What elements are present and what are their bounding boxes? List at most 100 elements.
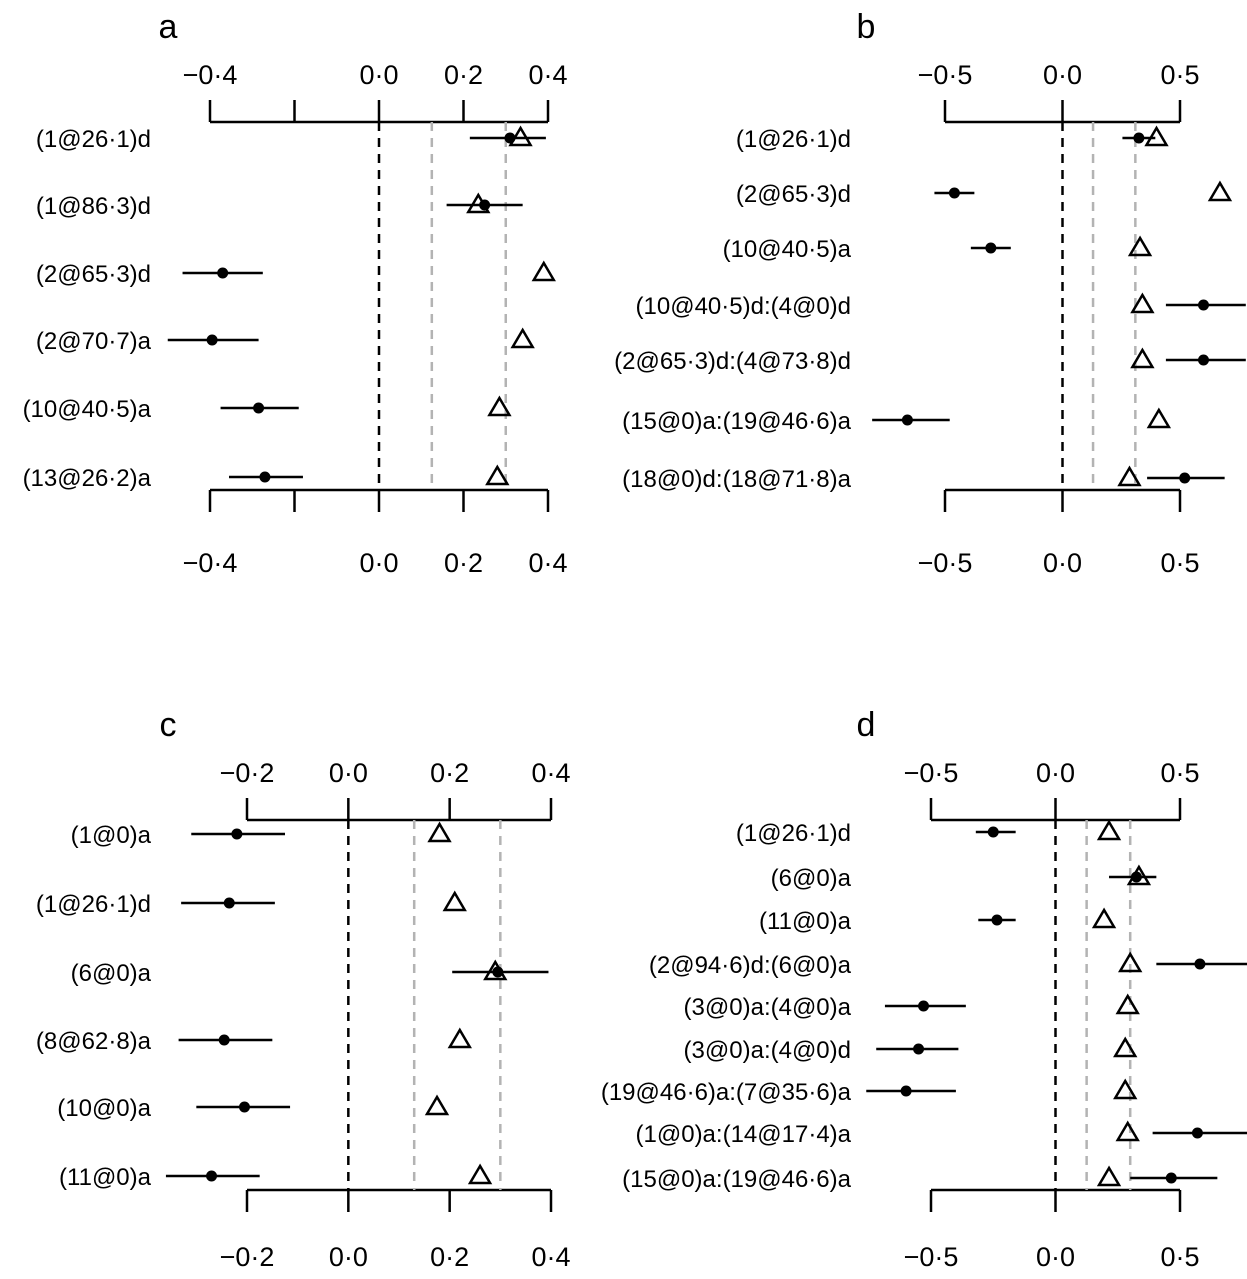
triangle-marker bbox=[1096, 1165, 1122, 1187]
row-label: (1@26·1)d bbox=[36, 891, 151, 918]
point-estimate bbox=[948, 187, 960, 199]
row-label: (2@65·3)d:(4@73·8)d bbox=[614, 348, 851, 375]
bottom-tick-label: −0·5 bbox=[918, 548, 973, 578]
panel-letter-b: b bbox=[857, 8, 876, 46]
row-label: (6@0)a bbox=[771, 865, 852, 892]
row-label: (13@26·2)a bbox=[23, 465, 152, 492]
bottom-tick-label: 0·0 bbox=[329, 1242, 368, 1272]
point-estimate bbox=[231, 828, 243, 840]
bottom-tick-label: 0·2 bbox=[430, 1242, 469, 1272]
triangle-marker bbox=[485, 464, 510, 486]
point-estimate bbox=[1191, 1127, 1203, 1139]
row-label: (10@40·5)d:(4@0)d bbox=[636, 293, 851, 320]
top-tick-label: −0·5 bbox=[904, 758, 959, 788]
point-estimate bbox=[259, 471, 271, 483]
top-tick-label: 0·5 bbox=[1160, 758, 1199, 788]
triangle-marker bbox=[510, 327, 535, 349]
point-estimate bbox=[238, 1101, 250, 1113]
triangle-marker bbox=[1113, 1078, 1138, 1100]
top-tick-label: 0·5 bbox=[1160, 60, 1199, 90]
triangle-marker bbox=[487, 395, 512, 417]
triangle-marker bbox=[508, 125, 533, 147]
top-tick-label: 0·0 bbox=[1043, 60, 1082, 90]
top-tick-label: 0·0 bbox=[359, 60, 398, 90]
point-estimate bbox=[1165, 1172, 1177, 1184]
triangle-marker bbox=[1126, 864, 1152, 886]
row-label: (18@0)d:(18@71·8)a bbox=[622, 466, 851, 493]
point-estimate bbox=[985, 242, 997, 254]
bottom-tick-label: 0·4 bbox=[531, 1242, 570, 1272]
row-label: (2@70·7)a bbox=[36, 328, 152, 355]
row-label: (15@0)a:(19@46·6)a bbox=[622, 1166, 851, 1193]
top-tick-label: −0·5 bbox=[918, 60, 973, 90]
top-tick-label: 0·4 bbox=[531, 758, 570, 788]
row-label: (10@40·5)a bbox=[723, 236, 852, 263]
panel-a: a −0·4 0·0 0·2 0·4 −0·4 0·0 0·2 0·4 (1@26·1)d (1@… bbox=[23, 8, 568, 578]
row-label: (1@86·3)d bbox=[36, 193, 151, 220]
row-label: (1@26·1)d bbox=[736, 126, 851, 153]
triangle-marker bbox=[442, 890, 467, 912]
triangle-marker bbox=[1115, 1120, 1140, 1142]
point-estimate bbox=[206, 334, 218, 346]
top-tick-label: 0·0 bbox=[1036, 758, 1075, 788]
row-label: (2@94·6)d:(6@0)a bbox=[649, 952, 852, 979]
triangle-marker bbox=[466, 192, 491, 214]
triangle-marker bbox=[1115, 993, 1140, 1015]
row-label: (1@0)a:(14@17·4)a bbox=[636, 1121, 852, 1148]
point-estimate bbox=[991, 914, 1003, 926]
row-label: (2@65·3)d bbox=[736, 181, 851, 208]
bottom-tick-label: −0·5 bbox=[904, 1242, 959, 1272]
bottom-tick-label: 0·2 bbox=[444, 548, 483, 578]
top-tick-label: −0·4 bbox=[183, 60, 238, 90]
row-label: (1@0)a bbox=[71, 822, 152, 849]
panel-letter-a: a bbox=[159, 8, 178, 46]
triangle-marker bbox=[447, 1027, 472, 1049]
row-label: (1@26·1)d bbox=[736, 820, 851, 847]
bottom-tick-label: 0·5 bbox=[1160, 1242, 1199, 1272]
point-estimate bbox=[1198, 354, 1209, 366]
point-estimate bbox=[1194, 958, 1206, 970]
triangle-marker bbox=[1117, 465, 1142, 487]
top-tick-label: 0·0 bbox=[329, 758, 368, 788]
triangle-marker bbox=[1127, 235, 1153, 257]
triangle-marker bbox=[1207, 180, 1233, 202]
top-tick-label: 0·4 bbox=[528, 60, 567, 90]
bottom-tick-label: −0·4 bbox=[183, 548, 238, 578]
bottom-tick-label: 0·0 bbox=[1036, 1242, 1075, 1272]
triangle-marker bbox=[1130, 292, 1155, 314]
triangle-marker bbox=[531, 260, 556, 282]
triangle-marker bbox=[1130, 347, 1155, 369]
triangle-marker bbox=[483, 959, 508, 981]
point-estimate bbox=[901, 414, 913, 426]
triangle-marker bbox=[1091, 907, 1117, 929]
row-label: (11@0)a bbox=[59, 1164, 152, 1191]
row-label: (19@46·6)a:(7@35·6)a bbox=[601, 1079, 852, 1106]
row-label: (15@0)a:(19@46·6)a bbox=[622, 408, 851, 435]
point-estimate bbox=[1198, 299, 1209, 311]
triangle-marker bbox=[1096, 819, 1122, 841]
point-estimate bbox=[987, 826, 999, 838]
panel-d: d −0·5 0·0 0·5 −0·5 0·0 0·5 (1@26·1)d (6@0)a (11… bbox=[601, 706, 1247, 1272]
row-label: (3@0)a:(4@0)a bbox=[684, 994, 852, 1021]
panel-c: c −0·2 0·0 0·2 0·4 −0·2 0·0 0·2 0·4 (1@0)a (1@26·… bbox=[36, 706, 571, 1272]
triangle-marker bbox=[1146, 407, 1172, 429]
point-estimate bbox=[217, 267, 229, 279]
triangle-marker bbox=[1113, 1036, 1138, 1058]
row-label: (6@0)a bbox=[71, 960, 152, 987]
triangle-marker bbox=[424, 1094, 450, 1116]
bottom-tick-label: 0·0 bbox=[1043, 548, 1082, 578]
row-label: (10@0)a bbox=[57, 1095, 151, 1122]
bottom-tick-label: −0·2 bbox=[220, 1242, 275, 1272]
bottom-tick-label: 0·5 bbox=[1160, 548, 1199, 578]
row-label: (10@40·5)a bbox=[23, 396, 152, 423]
row-label: (3@0)a:(4@0)d bbox=[684, 1037, 851, 1064]
point-estimate bbox=[913, 1043, 925, 1055]
point-estimate bbox=[218, 1034, 230, 1046]
point-estimate bbox=[918, 1000, 930, 1012]
row-label: (11@0)a bbox=[759, 908, 852, 935]
triangle-marker bbox=[427, 821, 452, 843]
panel-letter-c: c bbox=[160, 706, 177, 744]
point-estimate bbox=[1133, 132, 1145, 144]
top-tick-label: 0·2 bbox=[430, 758, 469, 788]
